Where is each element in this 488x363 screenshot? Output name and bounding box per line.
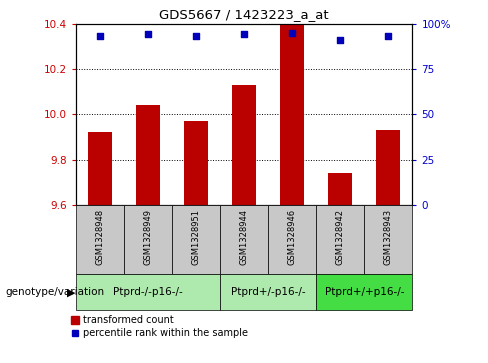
Bar: [184, 121, 208, 205]
Point: [96, 33, 103, 39]
Bar: [364, 205, 412, 274]
Bar: [376, 130, 400, 205]
Point: [240, 32, 248, 37]
Bar: [280, 24, 304, 205]
Point: [385, 33, 392, 39]
Bar: [328, 173, 352, 205]
Bar: [124, 205, 172, 274]
Bar: [76, 205, 124, 274]
Text: GSM1328942: GSM1328942: [336, 208, 345, 265]
Bar: [76, 274, 220, 310]
Bar: [172, 205, 220, 274]
Bar: [268, 205, 316, 274]
Text: GSM1328946: GSM1328946: [287, 208, 297, 265]
Text: GSM1328943: GSM1328943: [384, 208, 393, 265]
Point: [336, 37, 344, 43]
Text: Ptprd+/-p16-/-: Ptprd+/-p16-/-: [231, 287, 305, 297]
Title: GDS5667 / 1423223_a_at: GDS5667 / 1423223_a_at: [159, 8, 329, 21]
Bar: [220, 205, 268, 274]
Bar: [316, 274, 412, 310]
Text: GSM1328951: GSM1328951: [191, 208, 201, 265]
Text: Ptprd+/+p16-/-: Ptprd+/+p16-/-: [325, 287, 404, 297]
Bar: [136, 105, 160, 205]
Point: [288, 30, 296, 36]
Text: genotype/variation: genotype/variation: [5, 287, 104, 297]
Point: [144, 32, 152, 37]
Text: GSM1328948: GSM1328948: [95, 208, 104, 265]
Bar: [220, 274, 316, 310]
Bar: [316, 205, 364, 274]
Legend: transformed count, percentile rank within the sample: transformed count, percentile rank withi…: [71, 315, 248, 338]
Point: [192, 33, 200, 39]
Text: GSM1328944: GSM1328944: [240, 208, 248, 265]
Text: GSM1328949: GSM1328949: [143, 208, 152, 265]
Text: Ptprd-/-p16-/-: Ptprd-/-p16-/-: [113, 287, 183, 297]
Bar: [232, 85, 256, 205]
Text: ▶: ▶: [67, 287, 76, 297]
Bar: [88, 132, 112, 205]
